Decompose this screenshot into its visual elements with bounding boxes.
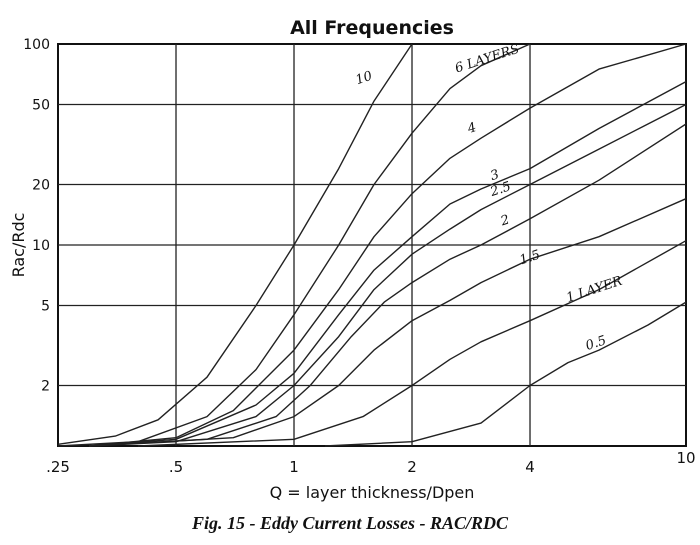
y-tick-label: 5 — [41, 299, 50, 315]
y-tick-label: 10 — [32, 238, 50, 254]
x-tick-label: 4 — [525, 458, 535, 476]
series-label: 4 — [465, 120, 478, 137]
x-tick-label: 10 — [676, 449, 695, 467]
chart-title: All Frequencies — [290, 17, 454, 39]
y-tick-labels: 100 50 20 10 5 2 — [23, 37, 50, 394]
series-line — [324, 301, 687, 447]
x-tick-label: .5 — [169, 458, 183, 476]
series-label: 0.5 — [584, 333, 608, 354]
x-tick-labels: .25 .5 1 2 4 10 — [46, 449, 695, 476]
figure-caption: Fig. 15 - Eddy Current Losses - RAC/RDC — [191, 513, 509, 533]
x-tick-label: 2 — [407, 458, 417, 476]
x-tick-label: .25 — [46, 458, 70, 476]
series-line — [57, 43, 413, 445]
series-line — [88, 123, 687, 447]
series-label: 2.5 — [488, 179, 513, 200]
series-line — [137, 240, 687, 447]
y-tick-label: 20 — [32, 177, 50, 193]
series-line — [88, 103, 687, 447]
series-label: 6 LAYERS — [453, 42, 521, 77]
x-tick-label: 1 — [289, 458, 299, 476]
series-curves — [57, 43, 687, 447]
series-line — [88, 80, 687, 447]
series-label: 1 LAYER — [565, 274, 625, 306]
grid-lines — [58, 44, 686, 446]
series-label: 1.5 — [518, 248, 542, 269]
series-line — [88, 198, 687, 447]
series-label: 2 — [498, 213, 511, 230]
x-axis-label: Q = layer thickness/Dpen — [270, 483, 475, 502]
series-label: 10 — [354, 69, 374, 88]
series-line — [88, 43, 687, 447]
y-tick-label: 2 — [41, 378, 50, 394]
y-axis-label: Rac/Rdc — [9, 213, 28, 278]
series-line — [57, 43, 531, 447]
y-tick-label: 50 — [32, 98, 50, 114]
y-tick-label: 100 — [23, 37, 50, 53]
